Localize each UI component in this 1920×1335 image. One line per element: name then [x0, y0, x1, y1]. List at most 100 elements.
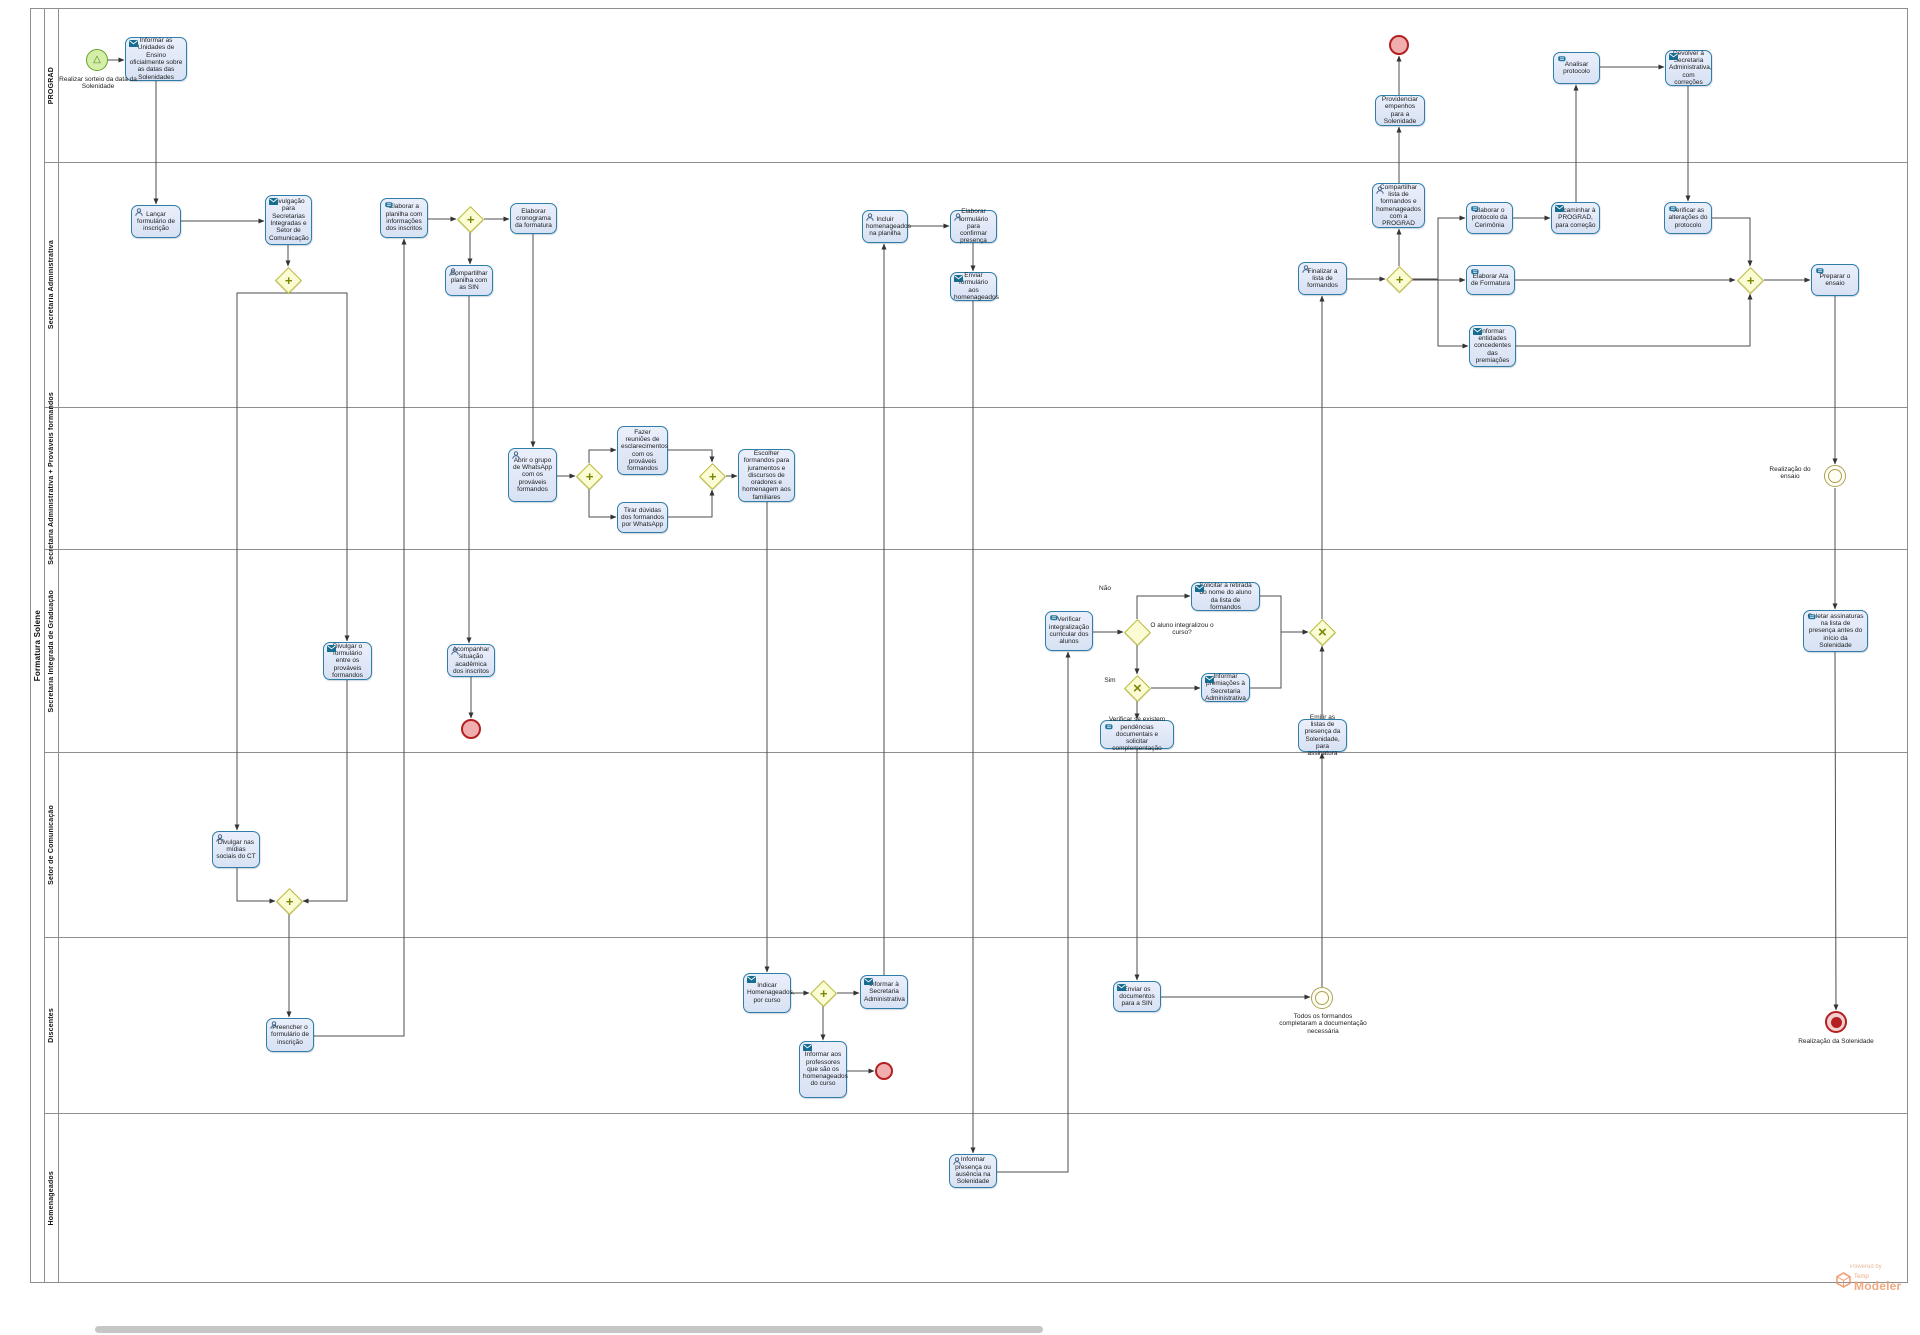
task-solicitar-retirada[interactable]: Solicitar a retirada do nome do aluno da… — [1191, 582, 1260, 611]
lane-prograd-strip: PROGRAD — [45, 9, 59, 162]
event-end-prograd[interactable] — [1389, 35, 1409, 55]
task-compartilhar-lista-prograd-label: Compartilhar lista de formandos e homena… — [1376, 183, 1421, 228]
send-icon — [1555, 205, 1564, 212]
task-incluir-homenageados-label: Incluir homenageados na planilha — [866, 215, 911, 238]
gateway-planilha[interactable]: + — [456, 205, 484, 233]
task-elaborar-protocolo[interactable]: Elaborar o protocolo da Cerimônia — [1466, 202, 1513, 234]
gateway-protocolo-join[interactable]: + — [1736, 266, 1764, 294]
task-providenciar-empenhos[interactable]: Providenciar empenhos para a Solenidade — [1375, 95, 1425, 126]
gateway-lista-final[interactable]: + — [1385, 265, 1413, 293]
task-informar-presenca[interactable]: Informar presença ou ausência na Solenid… — [949, 1154, 997, 1188]
label-todos-formandos: Todos os formandos completaram a documen… — [1279, 1013, 1367, 1035]
user-icon — [270, 1021, 278, 1029]
event-intermediate-documentacao[interactable] — [1311, 987, 1333, 1009]
event-start-sorteio[interactable]: △ — [86, 49, 108, 71]
task-indicar-homenageados[interactable]: Indicar Homenageados, por curso — [743, 973, 795, 1013]
task-divulgacao-secretarias[interactable]: Divulgação para Secretarias Integradas e… — [265, 195, 312, 245]
brand-top-text: Temp — [1854, 1273, 1869, 1280]
task-finalizar-lista-label: Finalizar a lista de formandos — [1307, 267, 1338, 290]
task-elaborar-formulario-presenca[interactable]: Elaborar formulário para confirmar prese… — [950, 208, 997, 244]
task-encaminhar-prograd-label: Encaminhar à PROGRAD, para correção — [1555, 207, 1596, 229]
plus-marker-icon: + — [284, 272, 292, 288]
signal-triangle-icon: △ — [93, 53, 101, 65]
task-devolver-secretaria[interactable]: Devolver à Secretaria Administrativa, co… — [1665, 50, 1712, 86]
task-verificar-pendencias-label: Verificar se existem pendências document… — [1108, 716, 1166, 753]
send-icon — [1117, 984, 1126, 991]
brand-name-text: Modeler — [1854, 1278, 1902, 1293]
task-elaborar-cronograma[interactable]: Elaborar cronograma da formatura — [510, 203, 557, 234]
task-incluir-homenageados[interactable]: Incluir homenageados na planilha — [862, 210, 911, 243]
user-icon — [1302, 265, 1310, 273]
task-compartilhar-lista-prograd[interactable]: Compartilhar lista de formandos e homena… — [1372, 183, 1425, 228]
send-icon — [1205, 676, 1214, 683]
task-compartilhar-planilha-label: Compartilhar planilha com as SIN — [450, 269, 488, 292]
event-end-professores[interactable] — [875, 1062, 893, 1080]
task-preencher-formulario-label: Preencher o formulário de inscrição — [271, 1024, 309, 1046]
task-informar-secretaria[interactable]: Informar à Secretaria Administrativa — [860, 975, 908, 1009]
task-solicitar-retirada-label: Solicitar a retirada do nome do aluno da… — [1199, 581, 1252, 611]
label-start-sorteio: Realizar sorteio da data da Solenidade — [59, 76, 137, 91]
horizontal-scrollbar[interactable] — [95, 1326, 1043, 1333]
task-finalizar-lista[interactable]: Finalizar a lista de formandos — [1298, 262, 1347, 295]
task-divulgar-midias[interactable]: Divulgar nas mídias sociais do CT — [212, 831, 260, 868]
task-informar-premiacoes-label: Informar premiações à Secretaria Adminis… — [1205, 672, 1246, 702]
task-elaborar-protocolo-label: Elaborar o protocolo da Cerimônia — [1471, 207, 1508, 229]
task-divulgar-midias-label: Divulgar nas mídias sociais do CT — [216, 838, 256, 861]
send-icon — [269, 198, 278, 205]
event-end-solenidade[interactable] — [1825, 1011, 1847, 1033]
send-icon — [1669, 53, 1678, 60]
terminate-dot — [1830, 1016, 1842, 1028]
event-intermediate-ensaio[interactable] — [1824, 465, 1846, 487]
task-escolher-formandos[interactable]: Escolher formandos para juramentos e dis… — [738, 449, 795, 502]
task-informar-professores[interactable]: Informar aos professores que são os home… — [799, 1041, 848, 1098]
task-abrir-grupo-whatsapp[interactable]: Abrir o grupo de WhatsApp com os prováve… — [508, 448, 557, 502]
task-analisar-protocolo[interactable]: Analisar protocolo — [1553, 52, 1600, 84]
task-verificar-alteracoes[interactable]: Verificar as alterações do protocolo — [1664, 202, 1712, 234]
lane-secretaria-administrativa: Secretaria Administrativa — [45, 162, 1907, 409]
gateway-whatsapp-join[interactable]: + — [698, 462, 726, 490]
task-elaborar-planilha[interactable]: Elaborar a planilha com informações dos … — [380, 198, 428, 238]
task-compartilhar-planilha[interactable]: Compartilhar planilha com as SIN — [445, 265, 493, 296]
task-preencher-formulario[interactable]: Preencher o formulário de inscrição — [266, 1018, 314, 1052]
task-elaborar-ata[interactable]: Elaborar Ata de Formatura — [1466, 265, 1515, 295]
task-coletar-assinaturas[interactable]: Coletar assinaturas na lista de presença… — [1803, 610, 1868, 652]
gateway-integralizou[interactable] — [1123, 618, 1151, 646]
task-enviar-documentos-label: Enviar os documentos para a SIN — [1119, 985, 1155, 1008]
gateway-divulgacao[interactable]: + — [274, 266, 302, 294]
task-informar-entidades[interactable]: Informar entidades concedentes das premi… — [1469, 325, 1516, 367]
manual-icon — [1470, 268, 1479, 275]
task-emitir-listas[interactable]: Emitir as listas de presença da Solenida… — [1298, 714, 1347, 757]
inner-ring — [1828, 469, 1842, 483]
task-informar-premiacoes[interactable]: Informar premiações à Secretaria Adminis… — [1201, 673, 1250, 702]
task-acompanhar-situacao[interactable]: Acompanhar situação acadêmica dos inscri… — [447, 644, 495, 677]
task-analisar-protocolo-label: Analisar protocolo — [1563, 60, 1590, 75]
event-end-situacao[interactable] — [461, 719, 481, 739]
user-icon — [1376, 186, 1384, 194]
task-preparar-ensaio[interactable]: Preparar o ensaio — [1811, 264, 1859, 296]
gateway-homenageados-split[interactable]: + — [809, 979, 837, 1007]
gateway-sim[interactable]: × — [1123, 674, 1151, 702]
user-icon — [954, 213, 962, 221]
task-enviar-formulario-homenageados[interactable]: Enviar formulário aos homenageados — [950, 271, 999, 301]
task-enviar-documentos[interactable]: Enviar os documentos para a SIN — [1113, 981, 1161, 1012]
gateway-whatsapp-split[interactable]: + — [575, 462, 603, 490]
manual-icon — [1470, 205, 1479, 212]
task-divulgar-formulario[interactable]: Divulgar o formulário entre os prováveis… — [323, 642, 372, 680]
task-fazer-reunioes[interactable]: Fazer reuniões de esclarecimentos com os… — [617, 426, 668, 475]
task-enviar-formulario-homenageados-label: Enviar formulário aos homenageados — [954, 271, 999, 301]
user-icon — [449, 268, 457, 276]
task-verificar-pendencias[interactable]: Verificar se existem pendências document… — [1100, 716, 1174, 752]
task-tirar-duvidas[interactable]: Tirar dúvidas dos formandos por WhatsApp — [617, 502, 668, 533]
label-pergunta-integralizou: O aluno integralizou o curso? — [1150, 622, 1214, 637]
task-informar-secretaria-label: Informar à Secretaria Administrativa — [864, 981, 905, 1003]
task-informar-unidades[interactable]: Informar as Unidades de Ensino oficialme… — [125, 37, 187, 81]
user-icon — [866, 213, 874, 221]
task-verificar-integralizacao[interactable]: Verificar integralização curricular dos … — [1045, 611, 1093, 651]
task-encaminhar-prograd[interactable]: Encaminhar à PROGRAD, para correção — [1551, 202, 1600, 234]
lane-secretaria-provaveis-formandos: Secretaria Administrativa + Prováveis fo… — [45, 392, 1907, 565]
task-lancar-formulario[interactable]: Lançar formulário de inscrição — [131, 205, 181, 238]
gateway-comunicacao-join[interactable]: + — [275, 887, 303, 915]
gateway-retirada-join[interactable]: × — [1308, 618, 1336, 646]
user-icon — [216, 834, 224, 842]
send-icon — [864, 978, 873, 985]
